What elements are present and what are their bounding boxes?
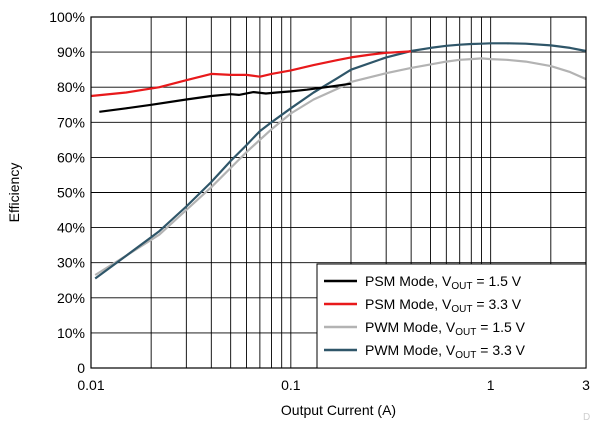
y-tick-label: 90%	[57, 44, 85, 60]
y-tick-label: 50%	[57, 185, 85, 201]
legend: PSM Mode, VOUT = 1.5 V PSM Mode, VOUT = 3…	[316, 263, 587, 369]
legend-label: PSM Mode, VOUT = 3.3 V	[365, 296, 522, 315]
series-line	[90, 50, 412, 98]
x-tick-label: 0.1	[281, 377, 301, 393]
y-tick-label: 10%	[57, 325, 85, 341]
y-axis-label: Efficiency	[6, 163, 22, 223]
series-line	[99, 82, 352, 113]
x-axis-label: Output Current (A)	[281, 402, 396, 418]
y-tick-labels: 0 10% 20% 30% 40% 50% 60% 70% 80% 90% 100%	[49, 9, 85, 376]
y-tick-label: 100%	[49, 9, 85, 25]
series-line	[94, 42, 587, 280]
legend-box	[316, 263, 587, 369]
x-tick-label: 1	[487, 377, 495, 393]
x-tick-labels: 0.01 0.1 1 3	[77, 377, 590, 393]
legend-label: PSM Mode, VOUT = 1.5 V	[365, 273, 522, 292]
y-tick-label: 0	[77, 360, 85, 376]
series-line	[94, 57, 587, 276]
legend-label: PWM Mode, VOUT = 3.3 V	[365, 342, 526, 361]
x-tick-label: 3	[582, 377, 590, 393]
y-tick-label: 80%	[57, 79, 85, 95]
x-tick-label: 0.01	[77, 377, 104, 393]
y-tick-label: 60%	[57, 149, 85, 165]
y-tick-label: 70%	[57, 114, 85, 130]
series-lines	[90, 42, 587, 280]
y-tick-label: 40%	[57, 220, 85, 236]
y-tick-label: 20%	[57, 290, 85, 306]
y-tick-label: 30%	[57, 255, 85, 271]
corner-mark: D	[583, 412, 590, 422]
legend-label: PWM Mode, VOUT = 1.5 V	[365, 319, 526, 338]
